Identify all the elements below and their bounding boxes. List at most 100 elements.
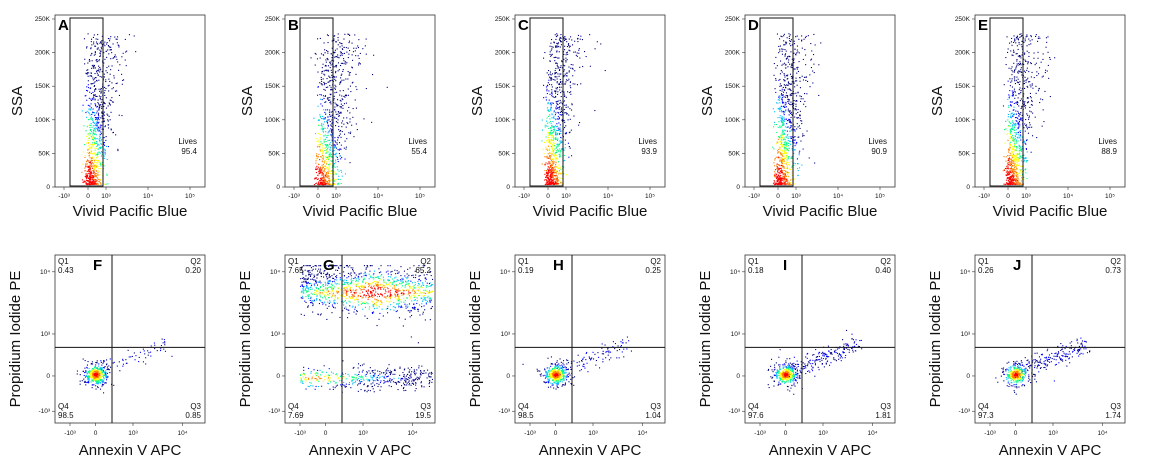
event-dot	[779, 50, 781, 52]
event-dot	[322, 78, 324, 80]
event-dot	[93, 54, 95, 56]
event-dot	[783, 84, 785, 86]
event-dot	[98, 106, 100, 108]
event-dot	[340, 62, 342, 64]
event-dot	[328, 119, 330, 121]
event-dot	[1011, 66, 1013, 68]
event-dot	[347, 78, 349, 80]
event-dot	[784, 182, 786, 184]
event-dot	[97, 387, 99, 389]
event-dot	[98, 108, 100, 110]
event-dot	[549, 180, 551, 182]
event-dot	[86, 142, 88, 144]
event-dot	[548, 182, 550, 184]
event-dot	[108, 127, 110, 129]
event-dot	[1017, 64, 1019, 66]
event-dot	[784, 111, 786, 113]
event-dot	[106, 67, 108, 69]
event-dot	[88, 177, 90, 179]
event-dot	[118, 46, 120, 48]
event-dot	[551, 132, 553, 134]
event-dot	[564, 73, 566, 75]
event-dot	[548, 161, 550, 163]
event-dot	[331, 89, 333, 91]
event-dot	[781, 181, 783, 183]
event-dot	[335, 41, 337, 43]
event-dot	[812, 70, 814, 72]
event-dot	[774, 158, 776, 160]
event-dot	[553, 182, 555, 184]
event-dot	[551, 164, 553, 166]
event-dot	[788, 83, 790, 85]
event-dot	[786, 156, 788, 158]
event-dot	[795, 163, 797, 165]
event-dot	[316, 182, 318, 184]
event-dot	[331, 119, 333, 121]
event-dot	[1018, 163, 1020, 165]
event-dot	[782, 120, 784, 122]
event-dot	[103, 76, 105, 78]
event-dot	[330, 134, 332, 136]
event-dot	[544, 52, 546, 54]
event-dot	[99, 370, 101, 372]
event-dot	[84, 381, 86, 383]
event-dot	[554, 34, 556, 36]
event-dot	[92, 175, 94, 177]
event-dot	[544, 179, 546, 181]
event-dot	[96, 71, 98, 73]
event-dot	[550, 182, 552, 184]
event-dot	[1006, 167, 1008, 169]
event-dot	[555, 163, 557, 165]
event-dot	[552, 160, 554, 162]
event-dot	[94, 142, 96, 144]
event-dot	[548, 90, 550, 92]
event-dot	[331, 139, 333, 141]
event-dot	[1027, 132, 1029, 134]
event-dot	[99, 152, 101, 154]
event-dot	[338, 112, 340, 114]
event-dot	[575, 54, 577, 56]
event-dot	[1015, 183, 1017, 185]
event-dot	[322, 131, 324, 133]
event-dot	[92, 91, 94, 93]
event-dot	[323, 54, 325, 56]
event-dot	[549, 102, 551, 104]
event-dot	[94, 152, 96, 154]
event-dot	[318, 119, 320, 121]
event-dot	[1012, 179, 1014, 181]
event-dot	[355, 55, 357, 57]
event-dot	[104, 144, 106, 146]
event-dot	[98, 378, 100, 380]
event-dot	[122, 52, 124, 54]
event-dot	[566, 79, 568, 81]
event-dot	[1008, 161, 1010, 163]
event-dot	[98, 168, 100, 170]
event-dot	[565, 38, 567, 40]
event-dot	[786, 123, 788, 125]
event-dot	[1015, 68, 1017, 70]
event-dot	[550, 173, 552, 175]
event-dot	[1024, 141, 1026, 143]
event-dot	[330, 180, 332, 182]
event-dot	[560, 86, 562, 88]
event-dot	[1015, 132, 1017, 134]
event-dot	[552, 125, 554, 127]
event-dot	[93, 165, 95, 167]
event-dot	[317, 144, 319, 146]
event-dot	[781, 98, 783, 100]
event-dot	[329, 67, 331, 69]
event-dot	[1026, 97, 1028, 99]
event-dot	[90, 87, 92, 89]
event-dot	[543, 57, 545, 59]
event-dot	[1018, 157, 1020, 159]
event-dot	[103, 92, 105, 94]
event-dot	[320, 118, 322, 120]
event-dot	[572, 44, 574, 46]
event-dot	[787, 175, 789, 177]
event-dot	[325, 146, 327, 148]
event-dot	[787, 98, 789, 100]
event-dot	[784, 64, 786, 66]
event-dot	[95, 125, 97, 127]
event-dot	[550, 120, 552, 122]
event-dot	[1021, 48, 1023, 50]
